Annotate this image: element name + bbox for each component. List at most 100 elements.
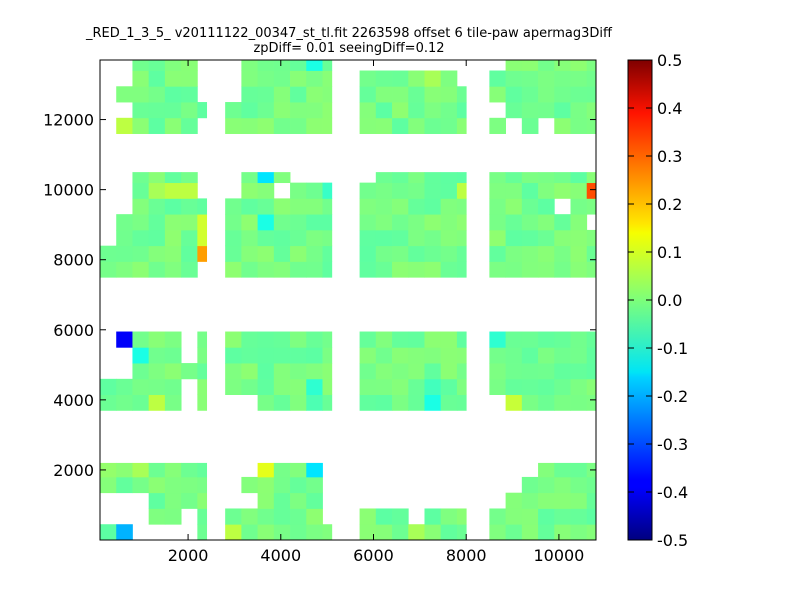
heatmap-cell	[257, 245, 275, 262]
heatmap-cell	[116, 462, 133, 478]
heatmap-cell	[570, 508, 588, 525]
heatmap-cell	[521, 476, 539, 494]
heatmap-cell	[148, 347, 166, 364]
heatmap-cell	[241, 198, 258, 215]
heatmap-cell	[241, 86, 258, 103]
heatmap-cell	[181, 182, 198, 199]
heatmap-cell	[424, 508, 442, 525]
heatmap-cell	[440, 524, 458, 541]
heatmap-cell	[306, 102, 323, 119]
heatmap-cell	[257, 214, 275, 231]
heatmap-cell	[505, 60, 523, 71]
heatmap-cell	[290, 462, 307, 478]
heatmap-cell	[586, 245, 597, 262]
colorbar-tick-label: 0.2	[657, 195, 682, 214]
heatmap-cell	[586, 508, 597, 525]
heatmap-cell	[521, 70, 539, 87]
heatmap-cell	[538, 331, 555, 348]
heatmap-cell	[132, 394, 150, 411]
heatmap-cell	[359, 102, 377, 119]
heatmap-cell	[408, 86, 425, 103]
heatmap-cell	[521, 492, 539, 509]
heatmap-cell	[148, 331, 166, 348]
heatmap-cell	[521, 172, 539, 184]
heatmap-cell	[554, 70, 571, 87]
heatmap-cell	[489, 86, 506, 103]
heatmap-cell	[538, 245, 555, 262]
heatmap-cell	[164, 102, 182, 119]
heatmap-cell	[273, 331, 291, 348]
heatmap-cell	[505, 214, 523, 231]
heatmap-cell	[164, 117, 182, 134]
heatmap-cell	[424, 261, 442, 278]
heatmap-cell	[116, 214, 133, 231]
heatmap-cell	[424, 117, 442, 134]
heatmap-cell	[505, 86, 523, 103]
heatmap-cell	[290, 182, 307, 199]
heatmap-cell	[375, 70, 393, 87]
heatmap-cell	[489, 214, 506, 231]
heatmap-cell	[132, 198, 150, 215]
heatmap-cell	[181, 492, 198, 509]
heatmap-cell	[408, 102, 425, 119]
heatmap-cell	[392, 86, 409, 103]
heatmap-cell	[554, 394, 571, 411]
heatmap-cell	[521, 182, 539, 199]
heatmap-cell	[408, 70, 425, 87]
heatmap-cell	[322, 60, 333, 71]
heatmap-cell	[392, 508, 409, 525]
heatmap-cell	[273, 476, 291, 494]
heatmap-cell	[359, 363, 377, 380]
heatmap-cell	[290, 347, 307, 364]
heatmap-cell	[273, 214, 291, 231]
heatmap-cell	[505, 378, 523, 395]
heatmap-cell	[392, 394, 409, 411]
heatmap-cell	[257, 70, 275, 87]
colorbar-tick-label: -0.4	[657, 483, 688, 502]
heatmap-cell	[375, 182, 393, 199]
heatmap-cell	[424, 102, 442, 119]
colorbar-tick-label: 0.0	[657, 291, 682, 310]
heatmap-cell	[241, 331, 258, 348]
heatmap-cell	[181, 229, 198, 247]
heatmap-cell	[257, 492, 275, 509]
heatmap-cell	[257, 378, 275, 395]
heatmap-cell	[456, 508, 467, 525]
heatmap-cell	[164, 60, 182, 71]
heatmap-cell	[538, 492, 555, 509]
heatmap-cell	[164, 70, 182, 87]
heatmap-cell	[392, 245, 409, 262]
heatmap-cell	[375, 524, 393, 541]
heatmap-cell	[538, 508, 555, 525]
heatmap-cell	[392, 70, 409, 87]
heatmap-cell	[225, 117, 242, 134]
heatmap-cell	[290, 86, 307, 103]
colorbar-axis: -0.5 -0.4 -0.3 -0.2 -0.1 0.0 0.1 0.2 0.3 0.4 0.5	[628, 51, 688, 550]
heatmap-cell	[164, 347, 182, 364]
heatmap-cell	[489, 229, 506, 247]
colorbar-tick-label: -0.5	[657, 531, 688, 550]
heatmap-cell	[456, 331, 467, 348]
heatmap-cell	[359, 331, 377, 348]
heatmap-cell	[241, 245, 258, 262]
heatmap-cell	[273, 172, 291, 184]
heatmap-cell	[257, 182, 275, 199]
heatmap-cell	[359, 117, 377, 134]
heatmap-cell	[164, 198, 182, 215]
heatmap-cell	[440, 102, 458, 119]
heatmap-cell	[241, 347, 258, 364]
heatmap-cell	[273, 70, 291, 87]
heatmap-cell	[322, 102, 333, 119]
heatmap-cell	[586, 331, 597, 348]
heatmap-cell	[132, 363, 150, 380]
heatmap-cell	[116, 331, 133, 348]
heatmap-cell	[164, 245, 182, 262]
heatmap-cell	[408, 245, 425, 262]
heatmap-cell	[489, 331, 506, 348]
heatmap-cell	[306, 214, 323, 231]
heatmap-cell	[570, 462, 588, 478]
heatmap-cell	[424, 378, 442, 395]
heatmap-cell	[322, 245, 333, 262]
heatmap-cell	[586, 229, 597, 247]
y-tick-label: 4000	[53, 391, 94, 410]
